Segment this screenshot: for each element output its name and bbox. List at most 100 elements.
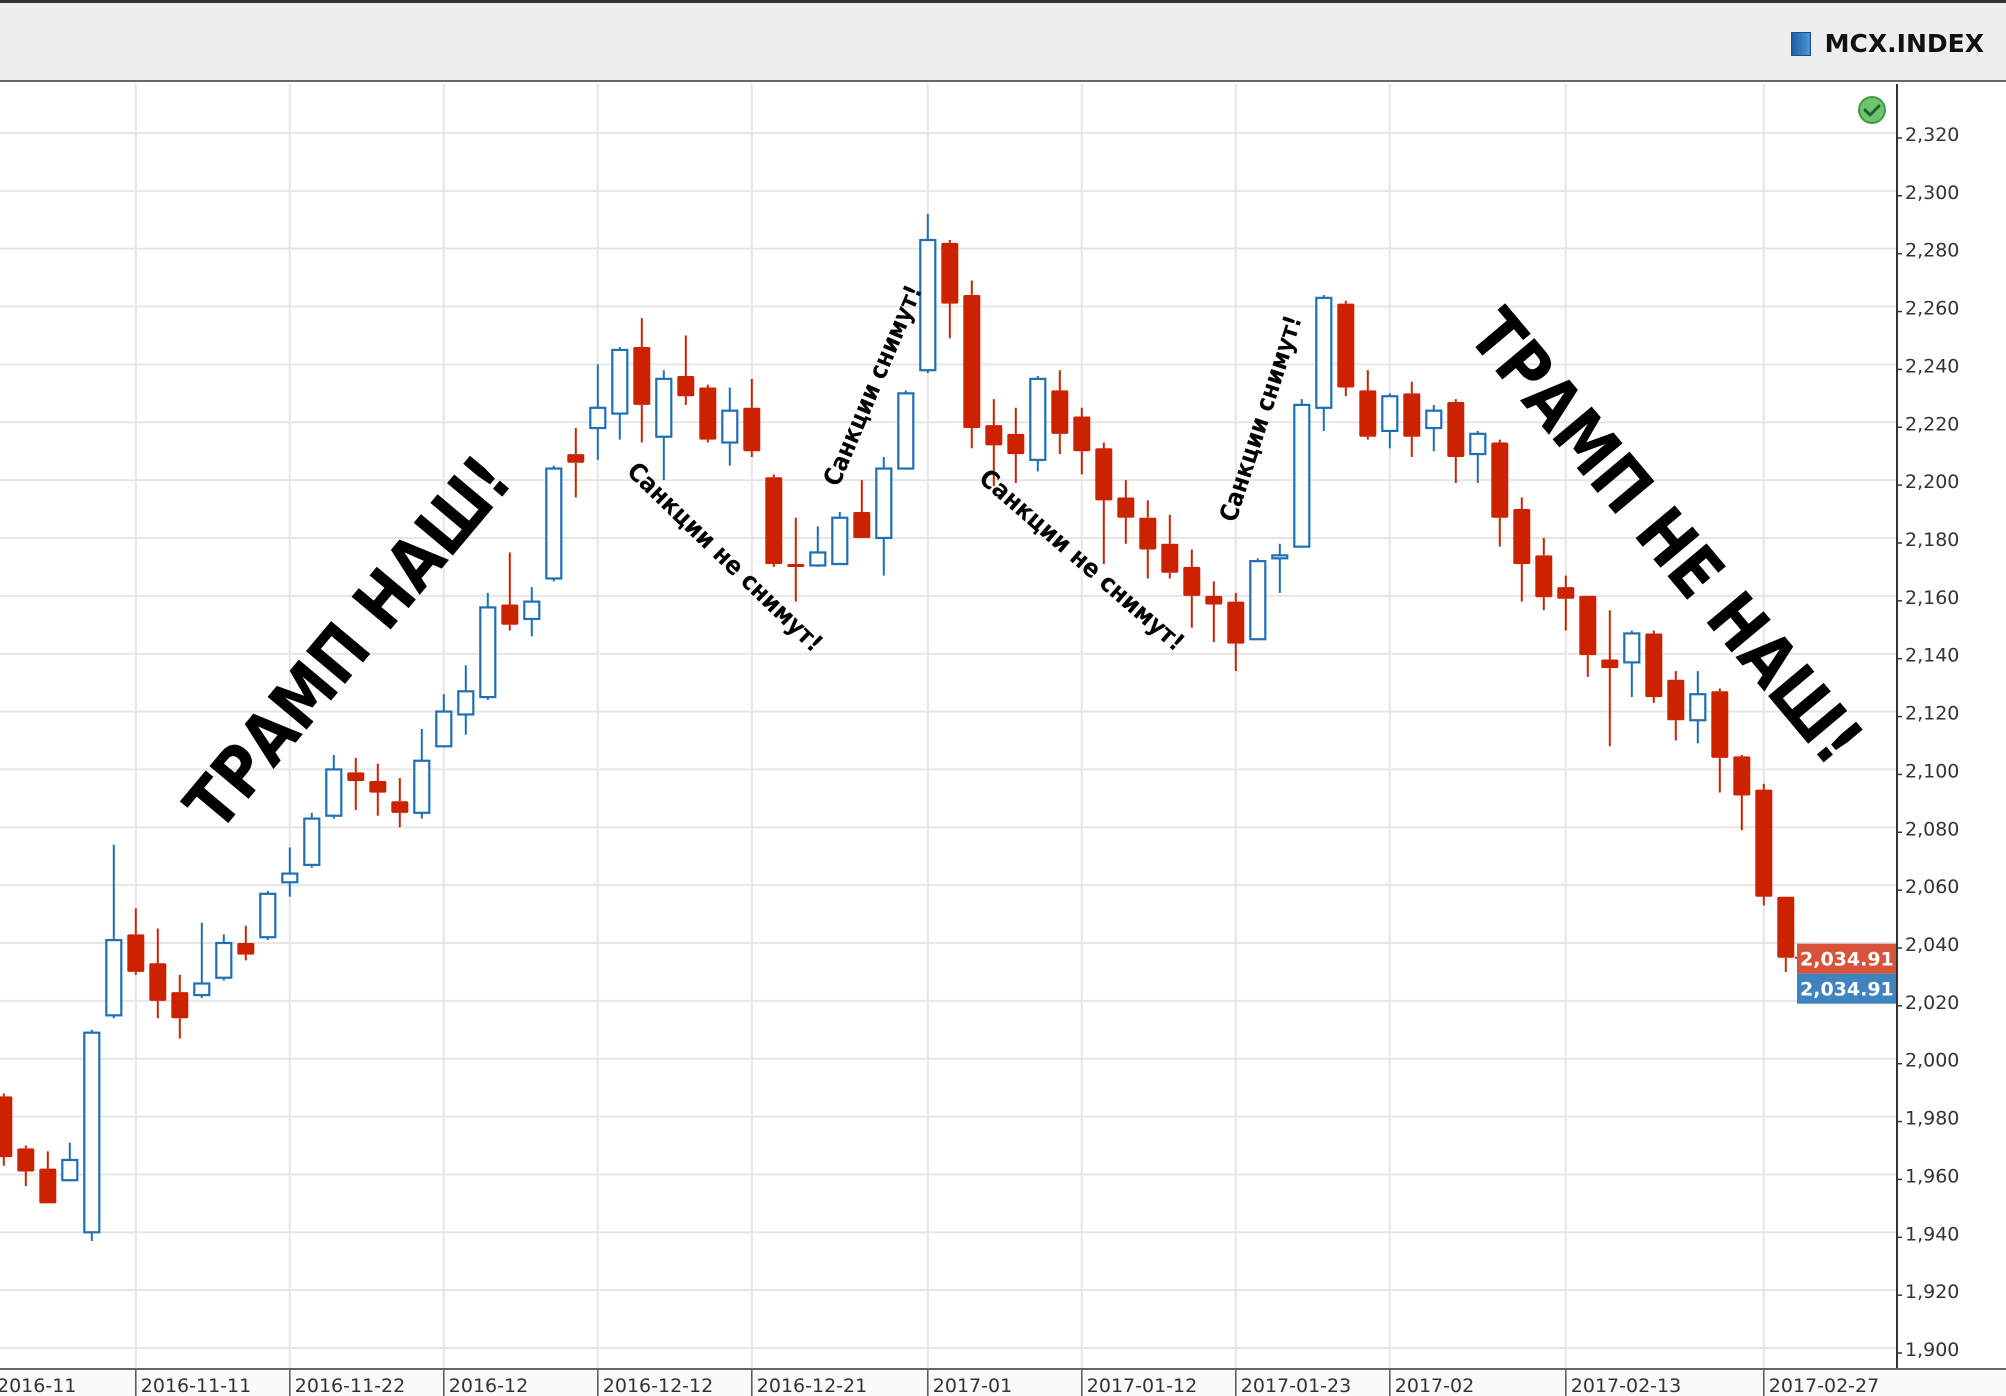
candle-body: [1755, 789, 1773, 897]
blue-square-icon: [1790, 31, 1811, 56]
candle-body: [875, 467, 893, 540]
candle-body: [1491, 442, 1509, 518]
candle-up: [1249, 558, 1267, 641]
candle-body: [1051, 390, 1069, 434]
candle-down: [1491, 439, 1509, 547]
candle-body: [501, 604, 519, 625]
candle-down: [677, 335, 695, 405]
y-tick-label: 1,980: [1905, 1108, 1959, 1130]
candle-body: [567, 454, 585, 463]
y-tick-label: 1,900: [1905, 1339, 1959, 1361]
candle-body: [1073, 416, 1091, 452]
x-tick-label: 2016-12-21: [757, 1375, 867, 1396]
x-tick-label: 2016-11-22: [295, 1375, 405, 1396]
y-tick-label: 2,260: [1905, 298, 1959, 320]
candle-up: [457, 665, 475, 735]
x-tick-label: 2016-11: [0, 1375, 76, 1396]
candle-body: [1205, 595, 1223, 605]
candle-up: [325, 754, 343, 819]
candle-body: [1469, 432, 1487, 456]
candle-body: [281, 872, 299, 884]
candle-body: [633, 347, 651, 405]
candle-body: [391, 801, 409, 813]
candle-body: [1447, 402, 1465, 457]
candle-up: [1381, 393, 1399, 449]
ticker-legend[interactable]: MCX.INDEX: [1790, 29, 1984, 58]
candle-body: [1425, 409, 1443, 430]
x-tick-label: 2016-11-11: [141, 1375, 251, 1396]
candle-down: [1205, 581, 1223, 643]
candle-down: [1733, 754, 1751, 831]
candle-down: [127, 908, 145, 975]
candle-down: [391, 778, 409, 828]
candle-body: [479, 606, 497, 699]
candle-body: [809, 551, 827, 567]
candle-body: [1271, 554, 1289, 560]
candle-down: [1667, 671, 1685, 741]
y-tick-label: 2,280: [1905, 240, 1959, 262]
candle-body: [941, 242, 959, 304]
candle-up: [193, 922, 211, 998]
candle-body: [237, 943, 255, 955]
candle-down: [1535, 537, 1553, 611]
candle-down: [1073, 407, 1091, 475]
candle-up: [413, 728, 431, 819]
candle-body: [721, 409, 739, 444]
candle-body: [215, 941, 233, 979]
candle-down: [633, 318, 651, 443]
x-tick-label: 2016-12: [449, 1375, 528, 1396]
alt-price-tag: [1797, 973, 1896, 1004]
grid: [0, 84, 1897, 1369]
candle-body: [83, 1031, 101, 1234]
candles: [0, 213, 1795, 1241]
candle-body: [1381, 395, 1399, 433]
candle-down: [369, 763, 387, 816]
candle-body: [1227, 601, 1245, 644]
candle-down: [1513, 497, 1531, 602]
candle-down: [1095, 442, 1113, 565]
candle-body: [435, 710, 453, 748]
candle-body: [0, 1096, 13, 1158]
candle-body: [1315, 296, 1333, 409]
candle-up: [721, 387, 739, 466]
candle-body: [1117, 497, 1135, 518]
candle-up: [1623, 630, 1641, 698]
candle-up: [809, 526, 827, 567]
candle-body: [369, 780, 387, 793]
candle-down: [39, 1151, 57, 1204]
candle-body: [1293, 403, 1311, 548]
candle-body: [1513, 509, 1531, 565]
candle-body: [1733, 756, 1751, 796]
y-tick-label: 2,080: [1905, 818, 1959, 840]
candle-down: [963, 280, 981, 449]
green-check-icon[interactable]: [1858, 96, 1886, 124]
candle-up: [61, 1142, 79, 1182]
candle-down: [1227, 592, 1245, 672]
y-tick-label: 2,300: [1905, 182, 1959, 204]
candle-down: [237, 925, 255, 961]
candle-up: [655, 370, 673, 481]
candle-body: [897, 392, 915, 470]
candle-body: [787, 564, 805, 568]
candle-body: [1183, 566, 1201, 596]
candle-body: [1667, 679, 1685, 721]
candle-body: [1689, 693, 1707, 722]
candle-down: [1139, 500, 1157, 579]
candle-up: [83, 1029, 101, 1241]
candle-down: [1557, 575, 1575, 631]
x-tick-label: 2017-01-23: [1241, 1375, 1351, 1396]
candle-down: [985, 399, 1003, 486]
annotation-trump-ours: ТРАМП НАШ!: [169, 440, 528, 845]
x-axis-band: [0, 1370, 2006, 1396]
annotation-sanctions-not-lifted-1: Санкции не снимут!: [621, 456, 828, 657]
candle-body: [523, 600, 541, 621]
candle-body: [325, 768, 343, 817]
candle-up: [1029, 375, 1047, 472]
candle-body: [655, 377, 673, 438]
candle-body: [1711, 691, 1729, 758]
candle-up: [589, 364, 607, 460]
x-tick-label: 2017-01: [933, 1375, 1012, 1396]
candle-down: [1447, 399, 1465, 484]
price-tags: 2,034.91 2,034.91: [1797, 943, 1896, 1004]
